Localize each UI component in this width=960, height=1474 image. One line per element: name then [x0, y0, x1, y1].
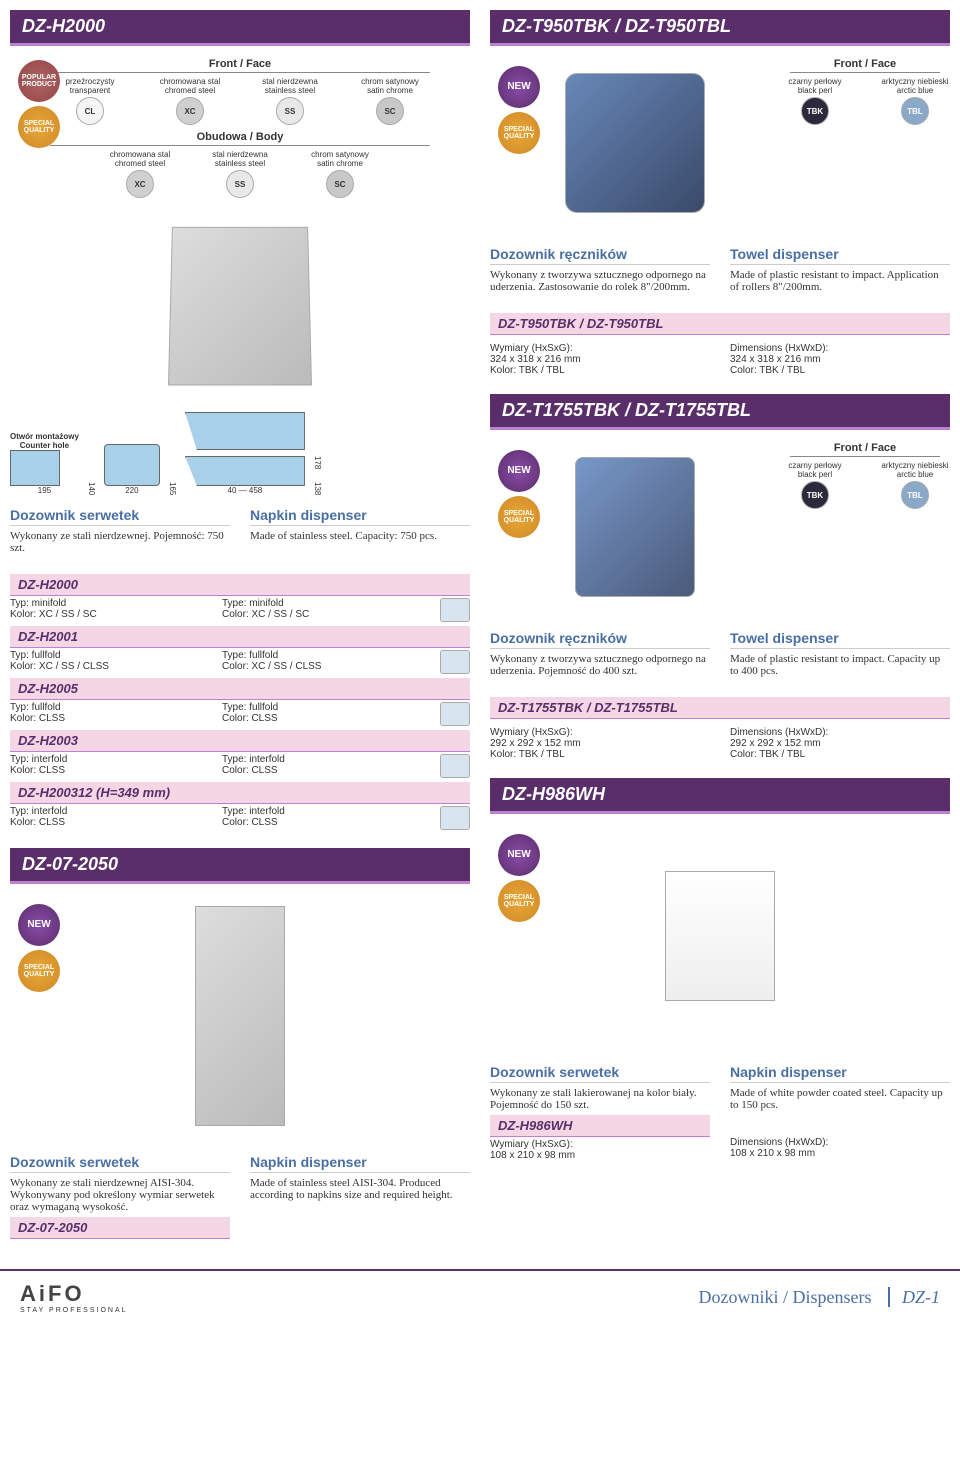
product-image-h986	[665, 871, 775, 1001]
swatch-cl: przeźroczystytransparentCL	[55, 77, 125, 125]
variant-DZ-H200312 (H=349 mm): DZ-H200312 (H=349 mm)Typ: interfold Kolo…	[10, 782, 470, 830]
badge-quality: SPECIAL QUALITY	[18, 106, 60, 148]
logo: AiFO	[20, 1281, 85, 1306]
desc-en-title: Napkin dispenser	[250, 507, 470, 526]
fold-icon	[440, 754, 470, 778]
technical-drawing: Otwór montażowy Counter hole 195 140 220…	[10, 412, 470, 495]
variant-DZ-H2005: DZ-H2005Typ: fullfold Kolor: CLSSType: f…	[10, 678, 470, 726]
desc-en-text: Made of stainless steel. Capacity: 750 p…	[250, 530, 470, 542]
swatch-ss: stal nierdzewnastainless steelSS	[205, 150, 275, 198]
fold-icon	[440, 598, 470, 622]
variant-DZ-H2000: DZ-H2000Typ: minifold Kolor: XC / SS / S…	[10, 574, 470, 622]
product-image-dz07	[195, 906, 285, 1126]
variant-DZ-H2003: DZ-H2003Typ: interfold Kolor: CLSSType: …	[10, 730, 470, 778]
right-column: DZ-T950TBK / DZ-T950TBL NEW SPECIAL QUAL…	[490, 10, 950, 1247]
header-h2000: DZ-H2000	[10, 10, 470, 46]
header-t1755: DZ-T1755TBK / DZ-T1755TBL	[490, 394, 950, 430]
badge-quality: SPECIAL QUALITY	[18, 950, 60, 992]
fold-icon	[440, 650, 470, 674]
fold-icon	[440, 702, 470, 726]
header-dz07: DZ-07-2050	[10, 848, 470, 884]
swatch-tbk: czarny perłowyblack perlTBK	[780, 77, 850, 125]
page-footer: AiFO STAY PROFESSIONAL Dozowniki / Dispe…	[0, 1269, 960, 1324]
desc-pl-text: Wykonany ze stali nierdzewnej. Pojemność…	[10, 530, 230, 554]
variant-DZ-H2001: DZ-H2001Typ: fullfold Kolor: XC / SS / C…	[10, 626, 470, 674]
swatch-sc: chrom satynowysatin chromeSC	[305, 150, 375, 198]
badge-new: NEW	[18, 904, 60, 946]
desc-pl-title: Dozownik serwetek	[10, 507, 230, 526]
footer-code: DZ-1	[888, 1287, 940, 1307]
front-label: Front / Face	[50, 56, 430, 73]
swatch-xc: chromowana stalchromed steelXC	[105, 150, 175, 198]
body-label: Obudowa / Body	[50, 129, 430, 146]
badge-popular: POPULAR PRODUCT	[18, 60, 60, 102]
swatch-tbl: arktyczny niebieskiarctic blueTBL	[880, 461, 950, 509]
swatch-xc: chromowana stalchromed steelXC	[155, 77, 225, 125]
swatch-ss: stal nierdzewnastainless steelSS	[255, 77, 325, 125]
header-h986: DZ-H986WH	[490, 778, 950, 814]
swatch-tbl: arktyczny niebieskiarctic blueTBL	[880, 77, 950, 125]
logo-sub: STAY PROFESSIONAL	[20, 1307, 128, 1314]
swatch-tbk: czarny perłowyblack perlTBK	[780, 461, 850, 509]
fold-icon	[440, 806, 470, 830]
footer-category: Dozowniki / Dispensers	[699, 1287, 872, 1307]
header-t950: DZ-T950TBK / DZ-T950TBL	[490, 10, 950, 46]
left-column: DZ-H2000 POPULAR PRODUCT SPECIAL QUALITY…	[10, 10, 470, 1247]
product-image-h2000	[168, 227, 312, 386]
badges-h2000: POPULAR PRODUCT SPECIAL QUALITY	[18, 60, 60, 148]
product-image-t950	[565, 73, 705, 213]
swatch-sc: chrom satynowysatin chromeSC	[355, 77, 425, 125]
product-image-t1755	[575, 457, 695, 597]
